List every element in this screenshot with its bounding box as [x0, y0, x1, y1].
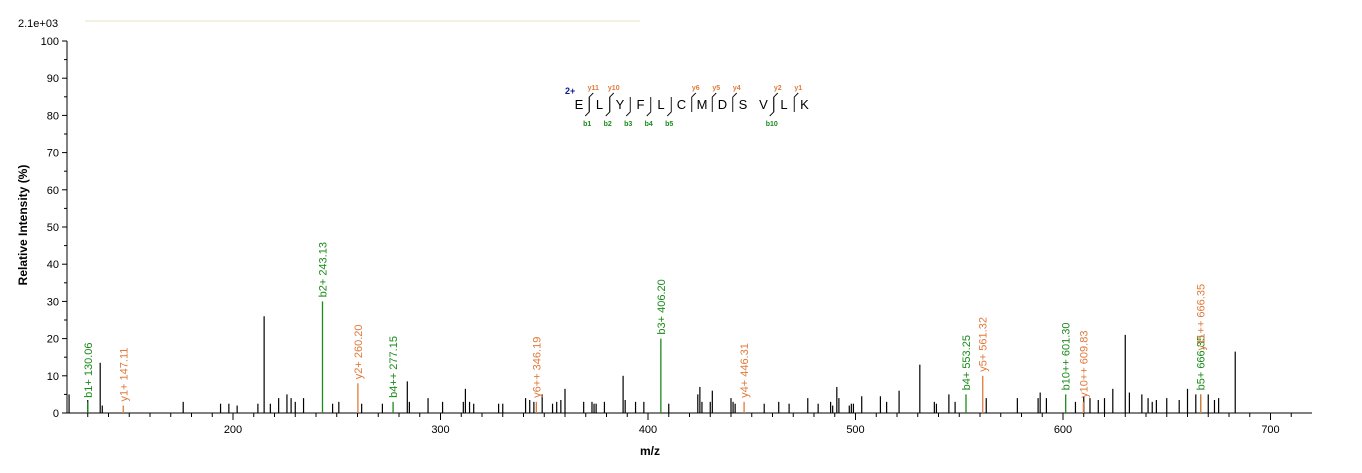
b-ion-bracket [666, 97, 672, 117]
peak-label: b10++ 601.30 [1061, 322, 1073, 390]
b-ion-bracket [605, 97, 611, 117]
sequence-residue: E [575, 97, 584, 112]
y-ion-label: y10 [608, 85, 620, 92]
y-tick-label: 20 [47, 334, 59, 346]
y-axis-title: Relative Intensity (%) [16, 165, 30, 286]
peak-label: b4++ 277.15 [388, 336, 400, 398]
y-ion-label: y1 [794, 85, 802, 92]
x-axis-title: m/z [640, 444, 660, 458]
x-tick-label: 500 [846, 424, 864, 436]
y-tick-label: 80 [47, 110, 59, 122]
peak-label: b3+ 406.20 [656, 279, 668, 334]
sequence-residue: L [780, 97, 787, 112]
peak-label: b4+ 553.25 [961, 335, 973, 390]
y-ion-label: y4 [733, 85, 741, 92]
y-ion-bracket [793, 92, 799, 112]
peak-label: y2+ 260.20 [353, 324, 365, 379]
peak-label: y6++ 346.19 [531, 337, 543, 398]
x-axis-ticks: 200 300 400 500 600 700 [87, 413, 1292, 436]
b-ion-label: b5 [665, 121, 673, 128]
y-ion-label: y11 [588, 85, 599, 92]
b-ion-bracket [625, 97, 631, 117]
sequence-residue: L [596, 97, 603, 112]
x-tick-label: 400 [639, 424, 657, 436]
sequence-residue: L [657, 97, 664, 112]
y-tick-label: 10 [47, 371, 59, 383]
peak-label: b1+ 130.06 [83, 342, 95, 397]
sequence-residue: D [718, 97, 727, 112]
peak-label: y1+ 147.11 [118, 348, 130, 402]
sequence-residue: V [759, 97, 768, 112]
y-tick-label: 60 [47, 185, 59, 197]
y-ion-bracket [773, 92, 779, 112]
y-ion-label: y5 [712, 85, 720, 92]
y-tick-label: 70 [47, 148, 59, 160]
max-intensity-label: 2.1e+03 [18, 18, 58, 30]
y-ion-label: y6 [692, 85, 700, 92]
y-ion-bracket [711, 92, 717, 112]
y-tick-label: 30 [47, 296, 59, 308]
x-tick-label: 300 [431, 424, 449, 436]
x-tick-label: 700 [1261, 424, 1279, 436]
y-axis-ticks: 0 10 20 30 40 50 60 70 80 90 100 [41, 36, 67, 420]
sequence-residue: C [677, 97, 686, 112]
b-ion-label: b10 [766, 121, 778, 128]
peak-label: y11++ 666.35 [1196, 284, 1208, 350]
b-ion-label: b1 [583, 121, 591, 128]
y-ion-bracket [609, 92, 615, 112]
precursor-charge: 2+ [565, 86, 575, 96]
x-tick-label: 200 [224, 424, 242, 436]
y-ion-bracket [732, 92, 738, 112]
peak-label: y5+ 561.32 [978, 317, 990, 372]
b-ion-bracket [584, 97, 590, 117]
b-ion-bracket [646, 97, 652, 117]
peak-annotations: b1+ 130.06 y1+ 147.11 b2+ 243.13 y2+ 260.20… [83, 242, 1208, 402]
y-ion-bracket [691, 92, 697, 112]
y-tick-label: 40 [47, 259, 59, 271]
y-tick-label: 50 [47, 222, 59, 234]
y-ion-label: y2 [774, 85, 782, 92]
sequence-residue: F [637, 97, 645, 112]
peak-label: b2+ 243.13 [317, 242, 329, 297]
y-ion-bracket [588, 92, 594, 112]
x-tick-label: 600 [1054, 424, 1072, 436]
sequence-residue: S [739, 97, 748, 112]
peak-label: y10++ 609.83 [1078, 331, 1090, 398]
y-tick-label: 0 [53, 408, 59, 420]
sequence-residue: Y [616, 97, 625, 112]
peak-label: y4+ 446.31 [739, 343, 751, 398]
y-tick-label: 100 [41, 36, 59, 48]
spectrum-peaks [68, 301, 1236, 413]
b-ion-label: b4 [645, 121, 653, 128]
sequence-residue: K [800, 97, 809, 112]
b-ion-label: b2 [604, 121, 612, 128]
b-ion-label: b3 [624, 121, 632, 128]
b-ion-bracket [769, 97, 775, 117]
peak-label: b5+ 666.35 [1196, 335, 1208, 390]
y-tick-label: 90 [47, 73, 59, 85]
sequence-residue: M [697, 97, 708, 112]
